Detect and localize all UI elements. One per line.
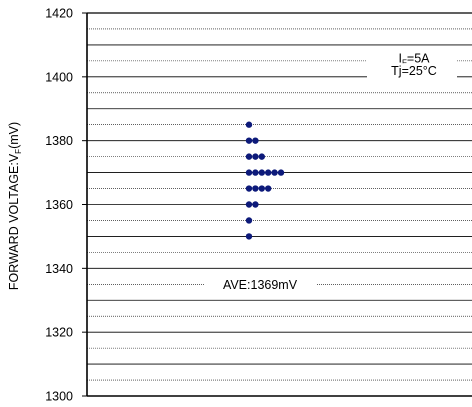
data-point — [245, 121, 253, 128]
data-point — [252, 201, 259, 208]
condition-current: IF=5A — [399, 51, 431, 67]
data-point — [245, 137, 253, 144]
data-point — [277, 169, 285, 176]
data-point — [252, 137, 259, 144]
y-tick-label: 1300 — [45, 390, 73, 404]
condition-temperature: Tj=25°C — [391, 64, 437, 78]
y-tick-label: 1340 — [45, 262, 73, 276]
y-tick-label: 1360 — [45, 198, 73, 212]
y-tick-labels: 1300 1320 1340 1360 1380 1400 1420 — [45, 7, 73, 404]
grid-lines — [87, 28, 472, 381]
y-tick-label: 1420 — [45, 7, 73, 21]
data-point — [245, 233, 253, 240]
data-point — [245, 169, 253, 176]
average-label: AVE:1369mV — [223, 278, 298, 292]
condition-bg — [367, 50, 457, 67]
data-point — [252, 169, 259, 176]
y-axis-label: FORWARD VOLTAGE:VF(mV) — [7, 122, 23, 290]
data-point — [245, 217, 253, 224]
average-label-bg — [204, 275, 316, 294]
data-point — [245, 201, 253, 208]
data-point — [265, 185, 272, 192]
data-point — [271, 169, 278, 176]
axes — [82, 12, 472, 397]
data-point — [258, 153, 265, 160]
data-point — [258, 169, 265, 176]
y-tick-label: 1380 — [45, 134, 73, 148]
y-tick-label: 1320 — [45, 326, 73, 340]
data-point — [252, 153, 259, 160]
data-point — [245, 185, 253, 192]
data-point — [252, 185, 259, 192]
y-tick-label: 1400 — [45, 70, 73, 84]
condition-bg — [367, 63, 457, 80]
data-points — [245, 121, 285, 240]
data-point — [245, 153, 253, 160]
data-point — [258, 185, 265, 192]
data-point — [265, 169, 272, 176]
